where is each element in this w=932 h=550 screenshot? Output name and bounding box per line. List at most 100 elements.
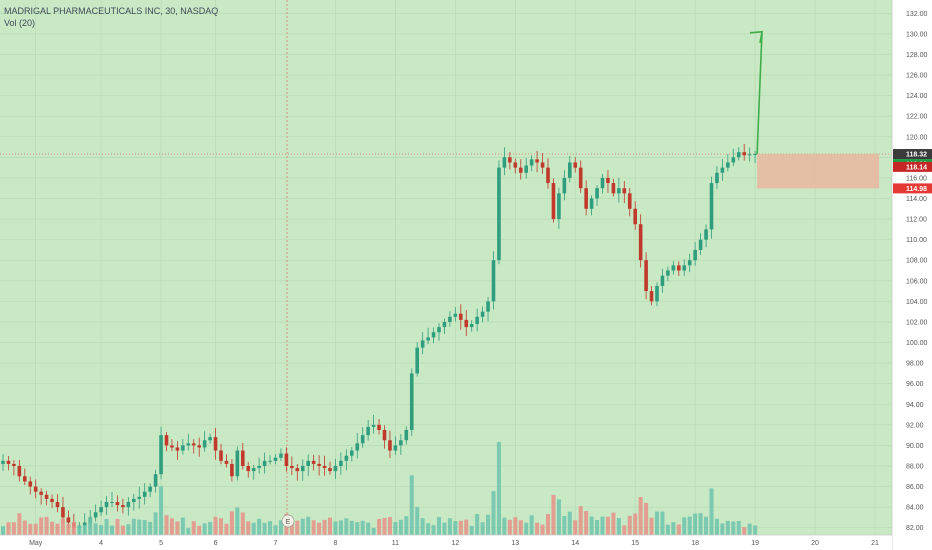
- candle-body[interactable]: [154, 474, 158, 486]
- candle-body[interactable]: [225, 461, 229, 464]
- candle-body[interactable]: [388, 440, 392, 450]
- candle-body[interactable]: [394, 445, 398, 450]
- candle-body[interactable]: [99, 507, 103, 512]
- candle-body[interactable]: [535, 159, 539, 162]
- candle-body[interactable]: [7, 461, 11, 464]
- candle-body[interactable]: [612, 183, 616, 193]
- candle-body[interactable]: [61, 507, 65, 517]
- candle-body[interactable]: [475, 317, 479, 324]
- candle-body[interactable]: [579, 168, 583, 189]
- candle-body[interactable]: [693, 250, 697, 260]
- candle-body[interactable]: [748, 154, 752, 155]
- candle-body[interactable]: [595, 188, 599, 198]
- candle-body[interactable]: [127, 502, 131, 507]
- candle-body[interactable]: [715, 173, 719, 183]
- candle-body[interactable]: [492, 260, 496, 301]
- risk-zone[interactable]: [757, 154, 879, 188]
- candle-body[interactable]: [399, 440, 403, 445]
- candle-body[interactable]: [514, 162, 518, 167]
- candle-body[interactable]: [148, 487, 152, 492]
- candle-body[interactable]: [682, 265, 686, 270]
- candle-body[interactable]: [464, 320, 468, 327]
- candle-body[interactable]: [268, 461, 272, 462]
- candle-body[interactable]: [312, 461, 316, 464]
- candle-body[interactable]: [623, 188, 627, 193]
- candle-body[interactable]: [339, 461, 343, 466]
- candle-body[interactable]: [732, 157, 736, 162]
- candle-body[interactable]: [437, 327, 441, 332]
- candle-body[interactable]: [372, 425, 376, 427]
- candle-body[interactable]: [524, 166, 528, 173]
- candle-body[interactable]: [1, 461, 5, 464]
- candle-body[interactable]: [355, 443, 359, 450]
- candle-body[interactable]: [159, 435, 163, 474]
- candle-body[interactable]: [672, 265, 676, 270]
- candle-body[interactable]: [345, 456, 349, 461]
- candle-body[interactable]: [601, 178, 605, 188]
- candle-body[interactable]: [573, 162, 577, 167]
- candle-body[interactable]: [28, 481, 32, 486]
- candle-body[interactable]: [181, 445, 185, 450]
- candle-body[interactable]: [666, 271, 670, 276]
- candle-body[interactable]: [568, 162, 572, 177]
- candle-body[interactable]: [143, 492, 147, 497]
- candle-body[interactable]: [443, 322, 447, 327]
- candle-body[interactable]: [165, 435, 169, 445]
- candle-body[interactable]: [661, 276, 665, 286]
- candle-body[interactable]: [18, 466, 22, 476]
- candle-body[interactable]: [655, 286, 659, 301]
- candle-body[interactable]: [366, 427, 370, 435]
- candle-body[interactable]: [633, 209, 637, 224]
- candle-body[interactable]: [334, 466, 338, 471]
- candle-body[interactable]: [650, 291, 654, 301]
- candle-body[interactable]: [486, 301, 490, 311]
- candle-body[interactable]: [448, 317, 452, 322]
- candle-body[interactable]: [753, 154, 757, 155]
- candle-body[interactable]: [274, 458, 278, 461]
- candle-body[interactable]: [383, 430, 387, 440]
- candle-body[interactable]: [742, 152, 746, 155]
- candle-body[interactable]: [497, 168, 501, 261]
- candle-body[interactable]: [557, 193, 561, 219]
- candle-body[interactable]: [426, 337, 430, 340]
- candle-body[interactable]: [306, 461, 310, 466]
- candle-body[interactable]: [176, 447, 180, 450]
- candle-body[interactable]: [415, 348, 419, 374]
- candle-body[interactable]: [481, 312, 485, 317]
- candle-body[interactable]: [197, 445, 201, 447]
- candle-body[interactable]: [279, 454, 283, 458]
- candle-body[interactable]: [710, 183, 714, 229]
- candle-body[interactable]: [688, 260, 692, 265]
- candle-body[interactable]: [421, 340, 425, 347]
- candle-body[interactable]: [67, 517, 71, 522]
- candle-body[interactable]: [56, 502, 60, 507]
- candle-body[interactable]: [677, 265, 681, 270]
- candle-body[interactable]: [203, 440, 207, 447]
- candle-body[interactable]: [432, 332, 436, 337]
- candle-body[interactable]: [246, 466, 250, 471]
- candle-body[interactable]: [192, 443, 196, 445]
- candle-body[interactable]: [170, 445, 174, 447]
- candle-body[interactable]: [323, 466, 327, 468]
- candle-body[interactable]: [563, 178, 567, 193]
- candle-body[interactable]: [39, 492, 43, 495]
- candle-body[interactable]: [699, 240, 703, 250]
- candle-body[interactable]: [12, 464, 16, 466]
- candle-body[interactable]: [116, 502, 120, 505]
- candle-body[interactable]: [285, 454, 289, 466]
- candle-body[interactable]: [454, 314, 458, 317]
- candle-body[interactable]: [721, 168, 725, 173]
- candle-body[interactable]: [530, 159, 534, 165]
- candle-body[interactable]: [214, 437, 218, 450]
- candle-body[interactable]: [552, 183, 556, 219]
- candle-body[interactable]: [301, 466, 305, 471]
- candle-body[interactable]: [45, 495, 49, 499]
- candle-body[interactable]: [230, 464, 234, 476]
- candle-body[interactable]: [644, 260, 648, 291]
- candle-body[interactable]: [110, 502, 114, 503]
- candle-body[interactable]: [50, 499, 54, 502]
- candle-body[interactable]: [94, 512, 98, 517]
- candle-body[interactable]: [208, 437, 212, 440]
- candle-body[interactable]: [508, 157, 512, 162]
